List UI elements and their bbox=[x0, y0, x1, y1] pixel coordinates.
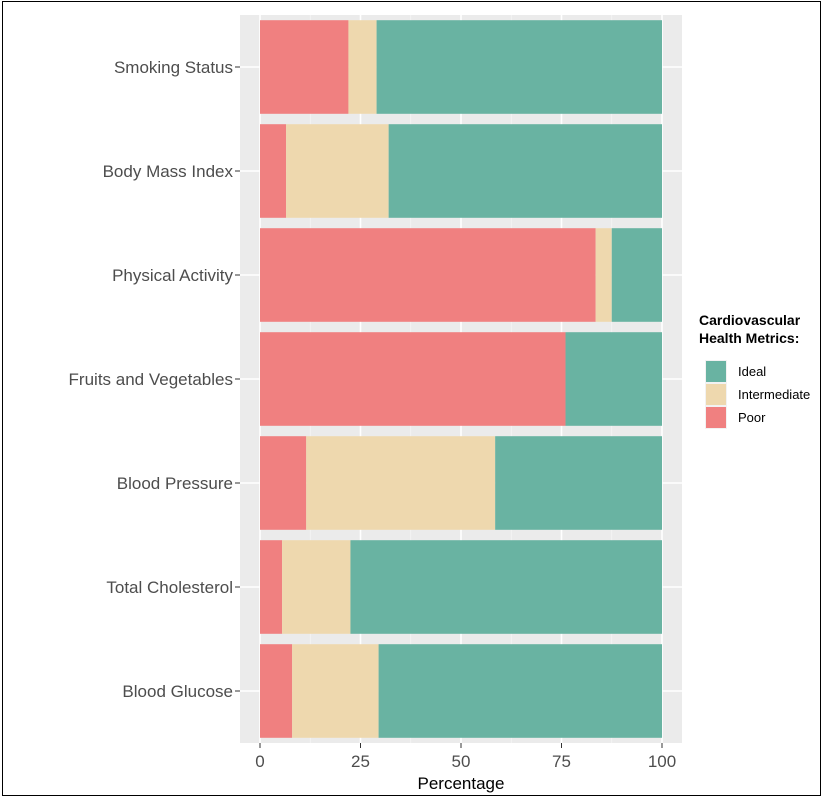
bar-poor bbox=[260, 644, 293, 738]
legend-label-intermediate: Intermediate bbox=[738, 387, 810, 402]
legend-label-poor: Poor bbox=[738, 410, 766, 425]
legend-title: Health Metrics: bbox=[699, 330, 799, 346]
bar-ideal bbox=[388, 124, 662, 218]
bar-ideal bbox=[378, 644, 662, 738]
y-tick-label: Physical Activity bbox=[112, 266, 233, 285]
y-tick-label: Body Mass Index bbox=[103, 162, 234, 181]
y-tick-label: Blood Glucose bbox=[122, 682, 233, 701]
y-tick-label: Smoking Status bbox=[114, 58, 233, 77]
bar-intermediate bbox=[595, 228, 612, 322]
x-tick-label: 0 bbox=[255, 752, 264, 771]
y-tick-label: Total Cholesterol bbox=[106, 578, 233, 597]
bar-poor bbox=[260, 20, 349, 114]
bar-poor bbox=[260, 228, 596, 322]
bar-ideal bbox=[495, 436, 662, 530]
bar-ideal bbox=[565, 332, 662, 426]
x-tick-label: 100 bbox=[648, 752, 676, 771]
x-axis-title: Percentage bbox=[418, 774, 505, 793]
bar-poor bbox=[260, 332, 566, 426]
bar-poor bbox=[260, 124, 287, 218]
bar-ideal bbox=[350, 540, 662, 634]
legend-swatch-ideal bbox=[706, 361, 726, 382]
bar-ideal bbox=[611, 228, 662, 322]
x-tick-label: 50 bbox=[452, 752, 471, 771]
bar-intermediate bbox=[282, 540, 351, 634]
legend-swatch-intermediate bbox=[706, 384, 726, 405]
legend-label-ideal: Ideal bbox=[738, 364, 766, 379]
bar-intermediate bbox=[348, 20, 377, 114]
bar-intermediate bbox=[286, 124, 389, 218]
bar-intermediate bbox=[292, 644, 379, 738]
y-tick-label: Fruits and Vegetables bbox=[69, 370, 233, 389]
x-tick-label: 75 bbox=[552, 752, 571, 771]
legend-title: Cardiovascular bbox=[699, 312, 801, 328]
bar-intermediate bbox=[306, 436, 496, 530]
bar-poor bbox=[260, 540, 283, 634]
y-tick-label: Blood Pressure bbox=[117, 474, 233, 493]
x-tick-label: 25 bbox=[351, 752, 370, 771]
bar-poor bbox=[260, 436, 307, 530]
bar-ideal bbox=[376, 20, 662, 114]
legend-swatch-poor bbox=[706, 407, 726, 428]
